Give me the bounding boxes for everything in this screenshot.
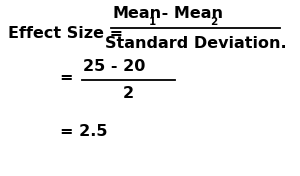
Text: Effect Size =: Effect Size = (8, 26, 129, 40)
Text: 2: 2 (210, 17, 217, 27)
Text: Standard Deviation.: Standard Deviation. (105, 36, 286, 51)
Text: Mean: Mean (112, 6, 161, 21)
Text: 25 - 20: 25 - 20 (83, 59, 146, 74)
Text: 1: 1 (149, 17, 156, 27)
Text: - Mean: - Mean (156, 6, 223, 21)
Text: = 2.5: = 2.5 (60, 124, 107, 139)
Text: =: = (60, 71, 79, 86)
Text: 2: 2 (123, 86, 134, 101)
